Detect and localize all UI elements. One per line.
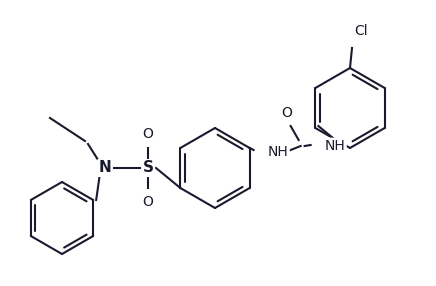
Text: NH: NH — [325, 139, 345, 153]
Text: O: O — [281, 106, 292, 120]
Text: O: O — [143, 127, 153, 141]
Text: S: S — [143, 160, 153, 176]
Text: N: N — [99, 160, 111, 176]
Text: Cl: Cl — [354, 24, 368, 38]
Text: O: O — [143, 195, 153, 209]
Text: NH: NH — [268, 145, 288, 159]
